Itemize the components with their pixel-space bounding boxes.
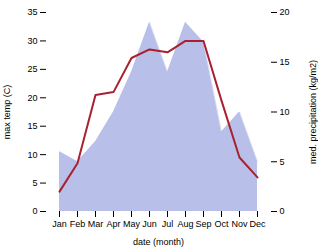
svg-text:20: 20 — [280, 7, 290, 17]
svg-text:0: 0 — [280, 206, 285, 216]
svg-text:May: May — [123, 219, 141, 229]
svg-text:Nov: Nov — [231, 219, 248, 229]
svg-text:date (month): date (month) — [133, 237, 184, 247]
svg-text:Dec: Dec — [249, 219, 266, 229]
svg-text:max temp (C): max temp (C) — [2, 85, 12, 140]
svg-text:med. precipitation (kg/m2): med. precipitation (kg/m2) — [308, 60, 318, 164]
svg-text:20: 20 — [27, 93, 37, 103]
svg-text:10: 10 — [280, 107, 290, 117]
svg-text:Feb: Feb — [70, 219, 86, 229]
svg-text:5: 5 — [280, 157, 285, 167]
svg-text:Mar: Mar — [88, 219, 104, 229]
svg-text:15: 15 — [280, 57, 290, 67]
svg-text:Jun: Jun — [142, 219, 157, 229]
svg-text:0: 0 — [32, 206, 37, 216]
svg-text:Jan: Jan — [52, 219, 67, 229]
svg-text:Apr: Apr — [106, 219, 120, 229]
svg-text:10: 10 — [27, 150, 37, 160]
svg-text:5: 5 — [32, 178, 37, 188]
svg-text:Aug: Aug — [177, 219, 193, 229]
svg-text:30: 30 — [27, 36, 37, 46]
svg-text:Sep: Sep — [195, 219, 211, 229]
svg-text:Oct: Oct — [214, 219, 229, 229]
svg-text:35: 35 — [27, 7, 37, 17]
svg-text:25: 25 — [27, 64, 37, 74]
svg-text:15: 15 — [27, 121, 37, 131]
svg-text:Jul: Jul — [162, 219, 174, 229]
